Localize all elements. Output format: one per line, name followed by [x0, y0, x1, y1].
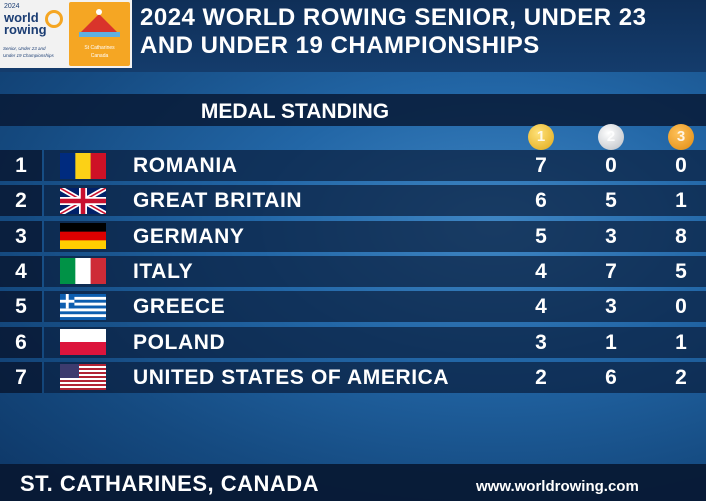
logo-brand: rowing	[4, 22, 47, 37]
logo-brand: world	[4, 10, 39, 25]
logo-mark: 2024 world rowing Senior, Under 23 and U…	[0, 0, 68, 68]
footer-location: ST. CATHARINES, CANADA	[20, 471, 320, 496]
rank-box	[0, 185, 42, 217]
footer-website: www.worldrowing.com	[476, 478, 639, 495]
logo-venue: Canada	[90, 53, 109, 59]
event-logo: 2024 world rowing Senior, Under 23 and U…	[0, 0, 132, 68]
medal-count: 0	[675, 154, 687, 177]
flag	[60, 152, 107, 179]
rank-box	[0, 150, 42, 181]
flag-image	[60, 364, 106, 391]
medal-count: 5	[535, 224, 547, 248]
country: ROMANIA	[133, 154, 238, 177]
rank: 7	[15, 365, 27, 389]
rank: 3	[15, 224, 27, 248]
medal-count: 4	[535, 295, 547, 319]
rank-box	[0, 255, 42, 287]
medal-count: 8	[675, 224, 687, 248]
flag	[60, 329, 106, 356]
title: AND UNDER 19 CHAMPIONSHIPS	[140, 32, 540, 59]
flag-image	[60, 329, 106, 356]
venue-logo: St Catharines Canada	[69, 2, 130, 66]
row-band	[44, 326, 706, 358]
row-band	[44, 185, 706, 217]
country: UNITED STATES OF AMERICA	[133, 365, 450, 389]
flag-image	[60, 258, 107, 285]
title: 2024 WORLD ROWING SENIOR, UNDER 23	[140, 4, 647, 31]
medal-count: 2	[675, 365, 687, 389]
venue-icon	[79, 9, 120, 37]
country: ITALY	[133, 259, 194, 283]
rank: 5	[15, 295, 27, 319]
country: GREECE	[133, 295, 226, 319]
medal-count: 7	[605, 259, 617, 283]
flag	[60, 258, 107, 285]
medal-count: 5	[675, 259, 687, 283]
section-bar	[0, 94, 706, 126]
flag-image	[60, 293, 106, 320]
country: POLAND	[133, 330, 226, 354]
flag-image	[58, 185, 108, 216]
medal-count: 4	[535, 259, 547, 283]
medal-count: 0	[675, 295, 687, 319]
flag	[60, 364, 106, 391]
row-band	[44, 150, 706, 181]
medal-count: 3	[605, 224, 617, 248]
medal-count: 1	[675, 330, 687, 354]
footer-bar	[0, 464, 706, 501]
medal-icon: 2	[598, 124, 624, 150]
medal-count: 3	[605, 295, 617, 319]
rank: 4	[15, 259, 27, 283]
flag-image	[60, 223, 106, 250]
rank-box	[0, 361, 42, 393]
medal-count: 1	[675, 189, 687, 213]
medal-count: 6	[605, 365, 617, 389]
rank: 6	[15, 330, 27, 354]
rank-box	[0, 326, 42, 358]
medal-icon: 3	[668, 124, 694, 150]
section-title: MEDAL STANDING	[200, 100, 390, 123]
medal-count: 5	[605, 189, 617, 213]
logo-venue: St Catharines	[84, 45, 115, 51]
country: GERMANY	[133, 224, 245, 248]
flag-image	[60, 152, 107, 179]
rank-box	[0, 220, 42, 252]
flag	[60, 223, 106, 250]
rank: 1	[15, 154, 27, 177]
row-band	[44, 255, 706, 287]
rank: 2	[15, 189, 27, 213]
medal-count: 2	[535, 365, 547, 389]
medal-count: 3	[535, 330, 547, 354]
medal-count: 7	[535, 154, 547, 177]
medal-count: 0	[605, 154, 617, 177]
row-band	[44, 291, 706, 323]
logo-ring	[45, 10, 63, 28]
row-band	[44, 361, 706, 393]
medal-count: 6	[535, 189, 547, 213]
medal-icon: 1	[528, 124, 554, 150]
country: GREAT BRITAIN	[133, 189, 303, 213]
logo-subtitle: Senior, Under 23 and	[3, 46, 46, 51]
flag	[60, 293, 106, 320]
medal-count: 1	[605, 330, 617, 354]
rank-box	[0, 291, 42, 323]
logo-year: 2024	[4, 3, 20, 10]
flag	[58, 185, 108, 216]
logo-subtitle: Under 19 Championships	[3, 53, 54, 58]
row-band	[44, 220, 706, 252]
